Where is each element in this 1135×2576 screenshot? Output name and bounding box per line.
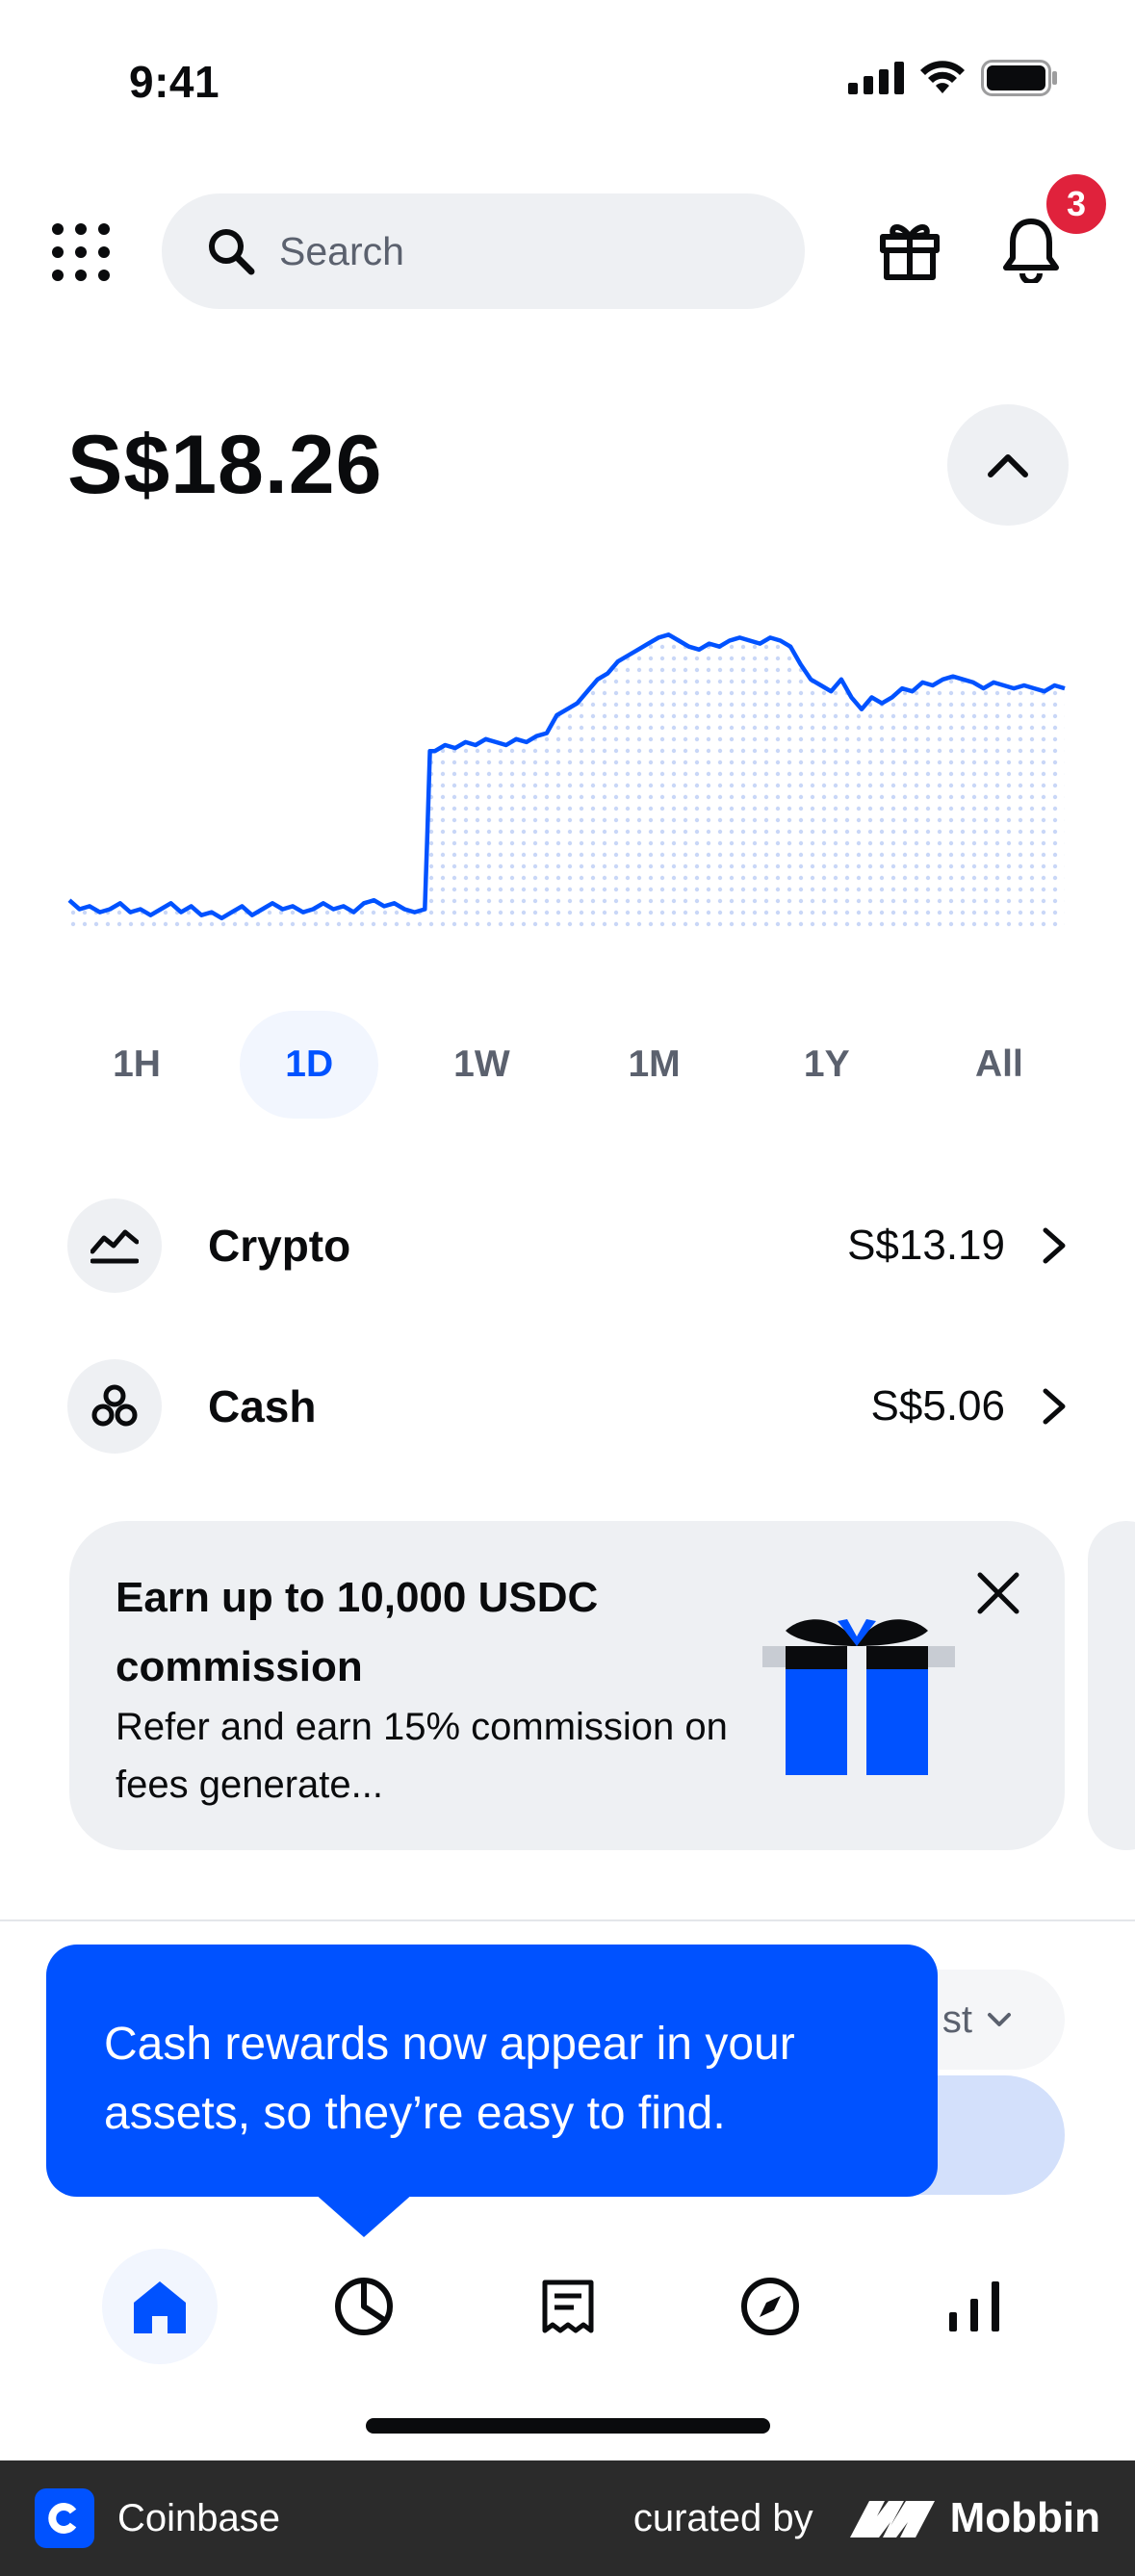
tooltip-pointer	[314, 2193, 414, 2237]
chart-line	[67, 632, 1066, 921]
wifi-icon	[920, 61, 965, 93]
tab-explore[interactable]	[712, 2249, 828, 2364]
home-indicator	[366, 2418, 770, 2434]
close-icon[interactable]	[974, 1569, 1022, 1617]
notifications-button[interactable]	[1001, 216, 1061, 285]
section-divider	[0, 1919, 1135, 1921]
app-name: Coinbase	[117, 2496, 281, 2539]
chevron-up-icon	[988, 454, 1028, 477]
compass-icon	[741, 2278, 799, 2335]
tab-transactions[interactable]	[510, 2249, 626, 2364]
asset-row-crypto[interactable]: Crypto S$13.19	[67, 1198, 1069, 1294]
range-1w[interactable]: 1W	[453, 1043, 510, 1085]
asset-row-cash[interactable]: Cash S$5.06	[67, 1358, 1069, 1455]
mobbin-logo-icon	[849, 2501, 935, 2537]
tooltip-text: Cash rewards now appear in your assets, …	[104, 2019, 795, 2139]
grid-dots-icon	[52, 223, 110, 281]
mobbin-brand: Mobbin	[949, 2494, 1100, 2541]
bell-icon	[1003, 219, 1059, 285]
search-placeholder: Search	[279, 228, 404, 273]
gift-illustration-icon	[762, 1619, 955, 1775]
promo-title: Earn up to 10,000 USDC commission	[116, 1574, 599, 1690]
status-icons	[848, 60, 1058, 96]
attribution-footer: Coinbase curated by Mobbin	[0, 2460, 1135, 2576]
chevron-right-icon	[1043, 1227, 1066, 1264]
chevron-right-icon	[1043, 1388, 1066, 1425]
total-balance: S$18.26	[67, 419, 383, 511]
referral-promo-card[interactable]: Earn up to 10,000 USDC commission Refer …	[69, 1521, 1065, 1850]
battery-icon	[981, 60, 1057, 96]
pie-chart-icon	[335, 2278, 393, 2335]
collapse-chart-button[interactable]	[947, 404, 1069, 526]
range-all[interactable]: All	[975, 1043, 1023, 1085]
search-input[interactable]: Search	[162, 193, 805, 309]
tab-portfolio[interactable]	[306, 2249, 422, 2364]
sort-label: st	[942, 1997, 972, 2041]
chart-trend-icon	[67, 1198, 162, 1293]
tab-home[interactable]	[102, 2249, 218, 2364]
receipt-icon	[542, 2280, 594, 2333]
curated-by-label: curated by	[632, 2496, 813, 2539]
signal-icon	[848, 62, 904, 94]
chevron-down-icon	[988, 2013, 1011, 2026]
time-range-selector: 1H 1D 1W 1M 1Y All	[67, 1011, 1069, 1119]
home-icon	[134, 2281, 186, 2333]
coins-icon	[67, 1359, 162, 1454]
balance-chart[interactable]	[67, 606, 1069, 972]
range-1m[interactable]: 1M	[628, 1043, 681, 1085]
notification-badge: 3	[1042, 169, 1111, 239]
next-promo-card[interactable]	[1088, 1521, 1135, 1850]
promo-body: Refer and earn 15% commission on fees ge…	[116, 1706, 728, 1806]
range-1h[interactable]: 1H	[113, 1043, 161, 1085]
asset-value: S$13.19	[847, 1222, 1005, 1269]
asset-value: S$5.06	[870, 1382, 1005, 1430]
bar-chart-icon	[949, 2281, 999, 2331]
apps-menu-button[interactable]	[50, 221, 112, 283]
coinbase-logo-icon	[35, 2488, 94, 2548]
asset-name: Cash	[208, 1381, 317, 1431]
range-1d[interactable]: 1D	[240, 1011, 379, 1119]
tab-trade[interactable]	[916, 2249, 1032, 2364]
search-icon	[209, 229, 255, 275]
gift-icon	[880, 224, 940, 280]
chart-area-fill	[69, 634, 1065, 930]
asset-name: Crypto	[208, 1221, 351, 1271]
info-tooltip[interactable]: Cash rewards now appear in your assets, …	[46, 1945, 938, 2197]
status-time: 9:41	[129, 57, 220, 107]
rewards-gift-button[interactable]	[878, 218, 942, 281]
range-1y[interactable]: 1Y	[803, 1043, 850, 1085]
